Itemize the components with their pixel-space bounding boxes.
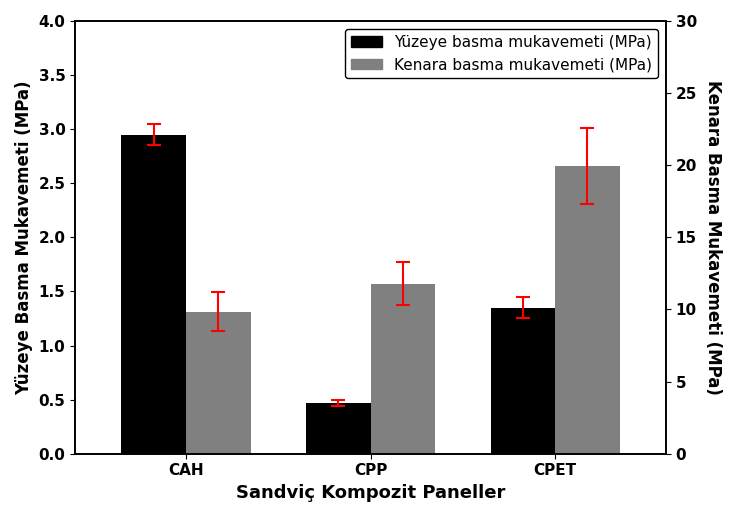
Y-axis label: Yüzeye Basma Mukavemeti (MPa): Yüzeye Basma Mukavemeti (MPa) xyxy=(15,80,33,394)
Bar xyxy=(186,312,251,454)
Bar xyxy=(306,403,371,454)
Legend: Yüzeye basma mukavemeti (MPa), Kenara basma mukavemeti (MPa): Yüzeye basma mukavemeti (MPa), Kenara ba… xyxy=(345,28,658,79)
Y-axis label: Kenara Basma Mukavemeti (MPa): Kenara Basma Mukavemeti (MPa) xyxy=(704,80,722,395)
Bar xyxy=(555,166,620,454)
Bar xyxy=(371,284,435,454)
Bar xyxy=(122,134,186,454)
Bar xyxy=(491,308,555,454)
X-axis label: Sandviç Kompozit Paneller: Sandviç Kompozit Paneller xyxy=(236,484,506,502)
